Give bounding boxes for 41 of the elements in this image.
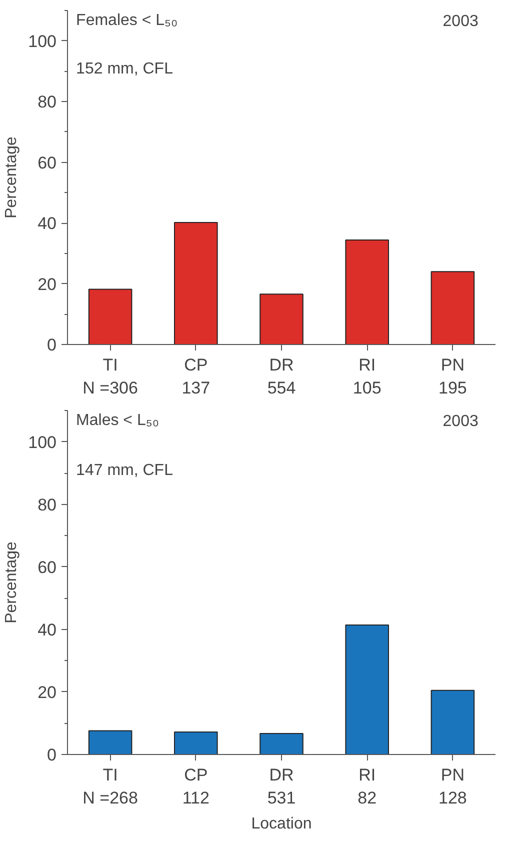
chart-title: Males < L₅₀ <box>76 412 159 430</box>
y-tick-label: 20 <box>38 682 57 702</box>
y-axis-title: Percentage <box>3 541 20 624</box>
annotation: 152 mm, CFL <box>76 60 174 78</box>
x-tick-label: RI 82 <box>358 766 377 808</box>
bar <box>174 222 218 344</box>
annotation: 2003 <box>442 412 478 430</box>
x-tick-label: CP 112 <box>182 766 210 808</box>
annotation: 2003 <box>442 12 478 30</box>
bar <box>345 240 389 344</box>
x-tick-label: TI N =306 <box>82 356 138 398</box>
y-tick-label: 60 <box>38 153 57 172</box>
x-tick-label: TI N =268 <box>82 766 138 808</box>
y-tick-label: 40 <box>38 620 57 640</box>
x-tick-label: CP 137 <box>182 356 210 398</box>
bar <box>345 624 389 754</box>
x-tick-label: PN 195 <box>438 356 467 398</box>
bar <box>430 271 475 344</box>
y-tick-label: 0 <box>47 336 57 354</box>
x-tick-label: PN 128 <box>438 766 467 808</box>
y-tick-label: 40 <box>38 214 57 234</box>
chart-title: Females < L₅₀ <box>76 12 178 30</box>
x-tick-label: RI 105 <box>352 356 382 398</box>
y-tick-label: 80 <box>38 92 57 112</box>
x-tick-label: DR 554 <box>267 356 296 398</box>
annotation: 147 mm, CFL <box>76 462 174 480</box>
x-tick-label: DR 531 <box>267 766 296 808</box>
y-axis-title: Percentage <box>3 136 20 218</box>
bar <box>174 731 218 754</box>
y-tick-label: 100 <box>28 432 57 452</box>
y-tick-label: 60 <box>38 558 57 577</box>
bar <box>88 730 132 754</box>
y-tick-label: 0 <box>47 746 57 764</box>
y-tick-label: 20 <box>38 274 57 294</box>
y-tick-label: 80 <box>38 495 57 514</box>
x-axis-title: Location <box>251 815 312 832</box>
bar <box>260 294 304 344</box>
bar <box>88 288 132 344</box>
bar <box>430 690 475 754</box>
y-tick-label: 100 <box>28 32 57 51</box>
bar <box>260 733 304 754</box>
